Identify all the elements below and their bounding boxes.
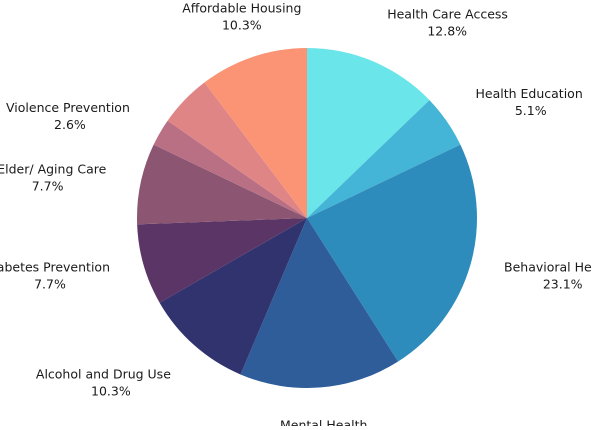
pie-slices xyxy=(136,48,478,389)
slice-label-alcohol-and-drug-use: Alcohol and Drug Use xyxy=(36,366,171,381)
pie-slice-unlabeled-8 xyxy=(167,82,307,219)
slice-label-violence-prevention: Violence Prevention xyxy=(6,100,130,115)
slice-value-affordable-housing: 10.3% xyxy=(222,18,262,33)
slice-label-diabetes-prevention: Diabetes Prevention xyxy=(0,260,110,275)
pie-slice-affordable-housing xyxy=(204,48,307,218)
pie-slice-health-education xyxy=(307,100,461,218)
slice-label-elder-aging-care: Elder/ Aging Care xyxy=(0,161,107,176)
pie-slice-alcohol-and-drug-use xyxy=(159,218,307,375)
slice-value-violence-prevention: 2.6% xyxy=(54,117,86,132)
slice-value-health-care-access: 12.8% xyxy=(427,23,467,38)
slice-value-elder-aging-care: 7.7% xyxy=(32,178,64,193)
pie-slice-diabetes-prevention xyxy=(137,218,307,303)
slice-value-health-education: 5.1% xyxy=(515,103,547,118)
slice-label-health-care-access: Health Care Access xyxy=(387,6,508,21)
slice-label-affordable-housing: Affordable Housing xyxy=(182,1,301,16)
slice-label-mental-health: Mental Health xyxy=(280,417,367,426)
slice-value-diabetes-prevention: 7.7% xyxy=(34,277,66,292)
pie-slice-behavioral-health xyxy=(307,144,478,362)
pie-slice-mental-health xyxy=(240,218,399,389)
slice-label-behavioral-health: Behavioral Health xyxy=(504,260,592,275)
slice-value-alcohol-and-drug-use: 10.3% xyxy=(91,383,131,398)
pie-slice-elder-aging-care xyxy=(136,144,307,225)
pie-slice-violence-prevention xyxy=(153,120,307,218)
pie-slice-health-care-access xyxy=(307,48,430,218)
slice-label-health-education: Health Education xyxy=(476,86,583,101)
slice-value-behavioral-health: 23.1% xyxy=(543,277,583,292)
